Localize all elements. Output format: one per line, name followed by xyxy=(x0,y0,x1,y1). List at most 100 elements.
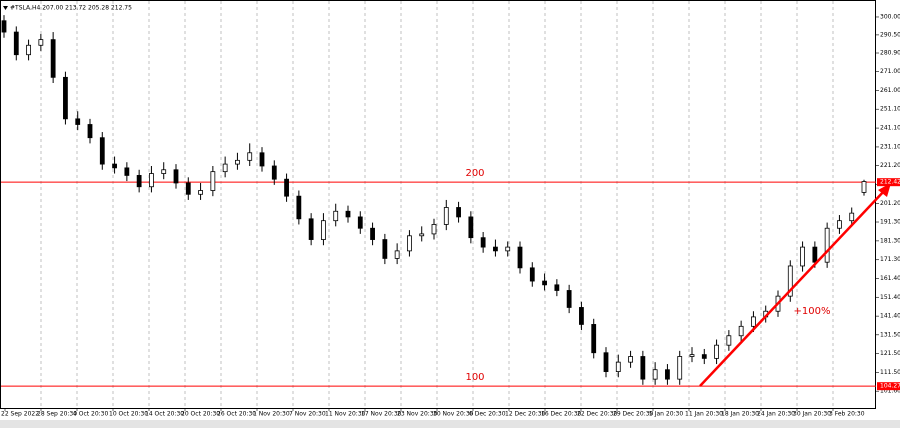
candle-body xyxy=(505,246,511,252)
candle-body xyxy=(308,218,314,240)
candle-body xyxy=(407,235,412,252)
candle-body xyxy=(738,325,744,337)
x-tick-label: 18 Jan 20:30 xyxy=(721,411,759,418)
candle-body xyxy=(321,220,326,240)
y-tick-label: 151.40 xyxy=(880,294,900,301)
price-tag xyxy=(877,382,900,391)
price-tag-label: 212.42 xyxy=(880,179,900,186)
x-tick-label: 6 Dec 20:30 xyxy=(469,411,506,418)
candle-body xyxy=(284,178,289,197)
candle-body xyxy=(345,210,351,218)
x-tick-label: 30 Nov 20:30 xyxy=(433,411,474,418)
candle-body xyxy=(112,163,117,169)
x-tick-label: 11 Jan 20:30 xyxy=(685,411,723,418)
x-tick-label: 24 Jan 20:30 xyxy=(757,411,795,418)
candle-body xyxy=(849,212,855,222)
candle-body xyxy=(579,307,584,325)
candle-body xyxy=(63,76,68,120)
candle-body xyxy=(628,356,633,363)
candle-body xyxy=(542,280,547,286)
y-tick-label: 121.50 xyxy=(880,350,900,357)
y-tick-label: 161.40 xyxy=(880,275,900,282)
y-tick-label: 280.90 xyxy=(880,50,900,57)
x-tick-label: 4 Oct 20:30 xyxy=(73,411,108,418)
candle-body xyxy=(640,356,646,380)
price-tag-label: 104.27 xyxy=(880,383,900,390)
x-tick-label: 1 Nov 20:30 xyxy=(253,411,290,418)
candle-body xyxy=(271,165,277,180)
candle-body xyxy=(222,163,228,173)
candle-body xyxy=(591,324,597,354)
x-tick-label: 30 Jan 20:30 xyxy=(793,411,831,418)
candle-body xyxy=(198,190,203,195)
y-tick-label: 221.20 xyxy=(880,162,900,169)
x-tick-label: 5 Jan 20:30 xyxy=(649,411,683,418)
candle-body xyxy=(468,216,474,239)
candle-body xyxy=(161,169,167,174)
candle-body xyxy=(259,152,265,167)
y-tick-label: 171.30 xyxy=(880,256,900,263)
x-tick-label: 11 Nov 20:30 xyxy=(325,411,366,418)
candle-body xyxy=(701,354,707,359)
y-tick-label: 241.10 xyxy=(880,125,900,132)
x-tick-label: 20 Oct 20:30 xyxy=(181,411,220,418)
candle-body xyxy=(247,152,253,161)
x-tick-label: 7 Nov 20:30 xyxy=(289,411,326,418)
y-tick-label: 300.00 xyxy=(880,13,900,20)
candle-body xyxy=(677,356,683,380)
candle-body xyxy=(751,316,756,327)
tab-bar xyxy=(0,420,900,428)
candle-body xyxy=(812,246,818,263)
candle-body xyxy=(689,354,695,357)
y-tick-label: 251.10 xyxy=(880,106,900,113)
candle-body xyxy=(87,124,93,139)
candle-body xyxy=(517,246,523,269)
x-tick-label: 14 Oct 20:30 xyxy=(145,411,184,418)
candle-body xyxy=(99,137,105,165)
candle-body xyxy=(480,237,486,248)
x-tick-label: 16 Dec 20:30 xyxy=(541,411,582,418)
candle-body xyxy=(431,224,437,235)
x-tick-label: 22 Sep 2022 xyxy=(1,411,39,418)
candle-body xyxy=(370,227,375,240)
level-annotation: 100 xyxy=(465,372,484,383)
x-tick-label: 17 Nov 20:30 xyxy=(361,411,402,418)
candle-body xyxy=(13,31,19,56)
candle-body xyxy=(837,220,842,229)
trend-arrow xyxy=(699,189,886,387)
y-tick-label: 201.20 xyxy=(880,200,900,207)
candle-body xyxy=(456,207,461,218)
y-tick-label: 261.00 xyxy=(880,87,900,94)
candle-body xyxy=(714,344,719,359)
candle-body xyxy=(173,169,179,184)
x-tick-label: 23 Nov 20:30 xyxy=(397,411,438,418)
plot-frame xyxy=(0,0,876,409)
candle-body xyxy=(419,233,425,237)
candle-body xyxy=(800,246,805,267)
y-tick-label: 290.50 xyxy=(880,31,900,38)
candle-body xyxy=(185,182,191,195)
candle-body xyxy=(136,175,142,188)
candle-body xyxy=(615,361,621,372)
x-tick-label: 12 Dec 20:30 xyxy=(505,411,546,418)
candle-body xyxy=(603,352,609,372)
candle-body xyxy=(493,246,498,252)
x-tick-label: 28 Sep 20:30 xyxy=(37,411,77,418)
candle-body xyxy=(443,207,449,225)
trend-arrowhead xyxy=(878,183,891,197)
menu-arrow xyxy=(3,6,8,10)
candle-body xyxy=(394,250,400,259)
y-tick-label: 191.30 xyxy=(880,219,900,226)
candle-body xyxy=(210,171,216,191)
y-tick-label: 181.30 xyxy=(880,237,900,244)
candle-body xyxy=(235,159,240,165)
candle-body xyxy=(665,369,670,380)
candle-body xyxy=(149,173,154,188)
y-tick-label: 101.60 xyxy=(880,388,900,395)
x-tick-label: 10 Oct 20:30 xyxy=(109,411,148,418)
candle-body xyxy=(726,335,732,346)
trend-annotation: +100% xyxy=(794,306,831,317)
candle-body xyxy=(787,265,793,297)
